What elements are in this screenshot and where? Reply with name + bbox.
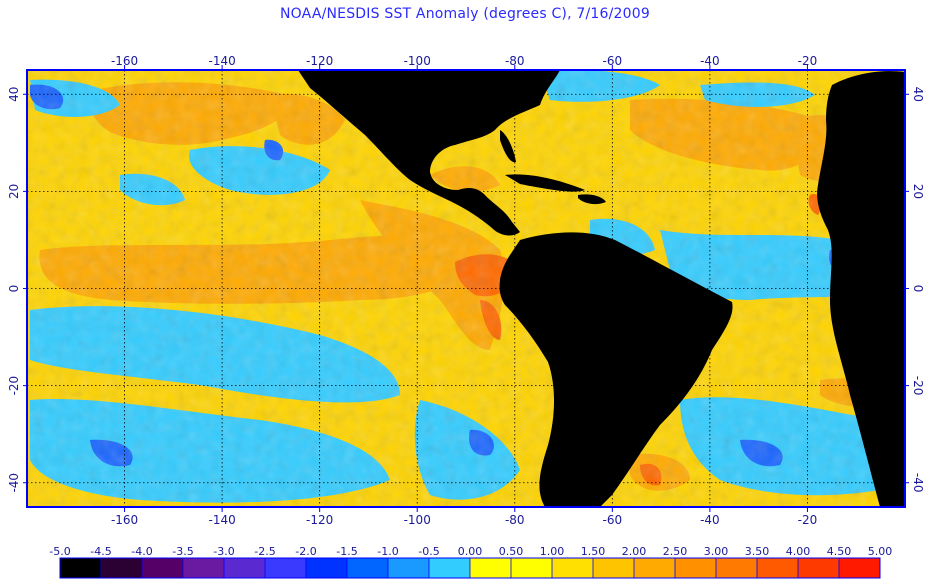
- lon-tick-label: -100: [404, 513, 431, 527]
- colorbar-swatch: [552, 558, 594, 578]
- south-america: [499, 232, 733, 507]
- colorbar-swatch: [593, 558, 635, 578]
- colorbar-swatch: [634, 558, 676, 578]
- colorbar-tick-label: 1.00: [540, 545, 565, 558]
- longitude-axis-top: -160 -140 -120 -100 -80 -60 -40 -20: [111, 54, 817, 70]
- lat-tick-label: 20: [7, 184, 21, 199]
- colorbar-tick-label: -2.0: [295, 545, 316, 558]
- colorbar-swatch: [757, 558, 799, 578]
- colorbar-swatch: [470, 558, 512, 578]
- lat-tick-label: -20: [7, 376, 21, 396]
- north-america: [298, 70, 560, 236]
- lat-tick-label: 20: [911, 184, 925, 199]
- colorbar-tick-label: -0.5: [418, 545, 439, 558]
- colorbar-swatch: [675, 558, 717, 578]
- gridlines: [27, 70, 905, 507]
- lon-tick-label: -20: [798, 54, 818, 68]
- colorbar-swatch: [265, 558, 307, 578]
- colorbar-swatch: [224, 558, 266, 578]
- colorbar-tick-label: -3.5: [172, 545, 193, 558]
- cuba: [505, 174, 585, 192]
- lat-tick-label: 0: [7, 285, 21, 293]
- lon-tick-label: -140: [208, 54, 235, 68]
- colorbar-tick-label: 0.50: [499, 545, 524, 558]
- lon-tick-label: -160: [111, 513, 138, 527]
- colorbar-tick-label: 3.00: [704, 545, 729, 558]
- lat-tick-label: 40: [7, 87, 21, 102]
- florida: [500, 130, 516, 163]
- colorbar-tick-label: 2.00: [622, 545, 647, 558]
- colorbar-swatch: [511, 558, 553, 578]
- colorbar-swatch: [798, 558, 840, 578]
- colorbar-swatch: [347, 558, 389, 578]
- lon-tick-label: -140: [208, 513, 235, 527]
- lat-tick-label: 40: [911, 87, 925, 102]
- colorbar-tick-label: -5.0: [49, 545, 70, 558]
- colorbar-swatch: [388, 558, 430, 578]
- colorbar-tick-label: -1.0: [377, 545, 398, 558]
- colorbar-swatch: [306, 558, 348, 578]
- lon-tick-label: -100: [404, 54, 431, 68]
- lon-tick-label: -160: [111, 54, 138, 68]
- texture: [27, 70, 905, 507]
- lat-tick-label: -40: [7, 473, 21, 493]
- colorbar-swatch: [183, 558, 225, 578]
- lon-tick-label: -40: [700, 513, 720, 527]
- lon-tick-label: -120: [306, 54, 333, 68]
- map-title: NOAA/NESDIS SST Anomaly (degrees C), 7/1…: [280, 6, 650, 22]
- colorbar-tick-label: -4.5: [90, 545, 111, 558]
- colorbar-swatch: [101, 558, 143, 578]
- colorbar-tick-label: 1.50: [581, 545, 606, 558]
- lat-tick-label: -40: [911, 473, 925, 493]
- lon-tick-label: -80: [505, 513, 525, 527]
- colorbar-swatch: [429, 558, 471, 578]
- colorbar-swatch: [839, 558, 881, 578]
- lat-tick-label: -20: [911, 376, 925, 396]
- colorbar-tick-label: -1.5: [336, 545, 357, 558]
- colorbar-tick-label: -4.0: [131, 545, 152, 558]
- colorbar-swatch: [142, 558, 184, 578]
- colorbar: -5.0 -4.5 -4.0 -3.5 -3.0 -2.5 -2.0 -1.5 -1.0 -0.5…: [49, 545, 893, 579]
- lon-tick-label: -120: [306, 513, 333, 527]
- sst-field: [27, 70, 905, 507]
- iberia: [880, 72, 905, 107]
- latitude-axis-right: 40 20 0 -20 -40: [905, 87, 925, 493]
- africa-europe: [817, 71, 905, 507]
- colorbar-tick-label: -2.5: [254, 545, 275, 558]
- lat-tick-label: 0: [911, 285, 925, 293]
- colorbar-swatch: [716, 558, 758, 578]
- longitude-axis-bottom: -160 -140 -120 -100 -80 -60 -40 -20: [111, 507, 817, 527]
- lon-tick-label: -20: [798, 513, 818, 527]
- colorbar-swatch: [60, 558, 102, 578]
- latitude-axis-left: 40 20 0 -20 -40: [7, 87, 27, 493]
- hispaniola: [578, 194, 606, 205]
- lon-tick-label: -60: [603, 513, 623, 527]
- colorbar-tick-label: 4.50: [827, 545, 852, 558]
- lon-tick-label: -60: [603, 54, 623, 68]
- colorbar-tick-label: 4.00: [786, 545, 811, 558]
- lon-tick-label: -40: [700, 54, 720, 68]
- land: [298, 70, 905, 507]
- colorbar-tick-label: 2.50: [663, 545, 688, 558]
- colorbar-tick-label: 3.50: [745, 545, 770, 558]
- lon-tick-label: -80: [505, 54, 525, 68]
- colorbar-tick-label: 5.00: [868, 545, 893, 558]
- colorbar-tick-label: 0.00: [458, 545, 483, 558]
- colorbar-tick-label: -3.0: [213, 545, 234, 558]
